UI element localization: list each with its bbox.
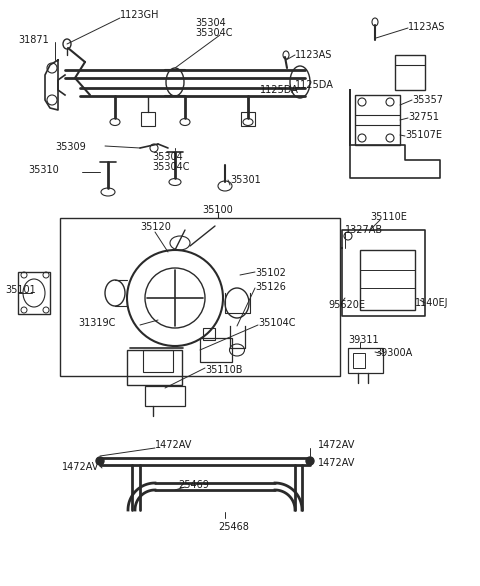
Circle shape bbox=[306, 457, 314, 465]
Text: 25468: 25468 bbox=[218, 522, 249, 532]
Bar bbox=[353, 353, 365, 368]
Bar bbox=[141, 112, 155, 126]
Text: 95620E: 95620E bbox=[328, 300, 365, 310]
Text: 1472AV: 1472AV bbox=[62, 462, 99, 472]
Text: 1123AS: 1123AS bbox=[408, 22, 445, 32]
Bar bbox=[348, 348, 383, 373]
Text: 1140EJ: 1140EJ bbox=[415, 298, 448, 308]
Bar bbox=[355, 95, 400, 145]
Text: 35101: 35101 bbox=[5, 285, 36, 295]
Text: 35102: 35102 bbox=[255, 268, 286, 278]
Text: 32751: 32751 bbox=[408, 112, 439, 122]
Text: 35100: 35100 bbox=[203, 205, 233, 215]
Text: 35301: 35301 bbox=[230, 175, 261, 185]
Text: 31319C: 31319C bbox=[78, 318, 115, 328]
Bar bbox=[127, 350, 182, 385]
Bar bbox=[203, 328, 215, 340]
Text: 35120: 35120 bbox=[140, 222, 171, 232]
Bar bbox=[395, 55, 425, 90]
Bar bbox=[200, 338, 232, 362]
Bar bbox=[18, 272, 50, 314]
Text: 35304C: 35304C bbox=[195, 28, 232, 38]
Text: 1125DA: 1125DA bbox=[260, 85, 299, 95]
Text: 35110B: 35110B bbox=[205, 365, 242, 375]
Text: 35309: 35309 bbox=[55, 142, 86, 152]
Text: 39311: 39311 bbox=[348, 335, 379, 345]
Text: 1327AB: 1327AB bbox=[345, 225, 383, 235]
Text: 35304: 35304 bbox=[152, 152, 183, 162]
Text: 35357: 35357 bbox=[412, 95, 443, 105]
Text: 1123AS: 1123AS bbox=[295, 50, 332, 60]
Text: 1472AV: 1472AV bbox=[155, 440, 192, 450]
Text: 39300A: 39300A bbox=[375, 348, 412, 358]
Bar bbox=[360, 250, 415, 310]
Text: 35110E: 35110E bbox=[370, 212, 407, 222]
Bar bbox=[145, 386, 185, 406]
Text: 35304: 35304 bbox=[195, 18, 226, 28]
Text: 35107E: 35107E bbox=[405, 130, 442, 140]
Text: 1472AV: 1472AV bbox=[318, 458, 355, 468]
Text: 1123GH: 1123GH bbox=[120, 10, 159, 20]
Text: 35310: 35310 bbox=[28, 165, 59, 175]
Text: 25469: 25469 bbox=[178, 480, 209, 490]
Text: 35104C: 35104C bbox=[258, 318, 296, 328]
Circle shape bbox=[96, 457, 104, 465]
Bar bbox=[60, 218, 340, 376]
Text: 1472AV: 1472AV bbox=[318, 440, 355, 450]
Text: 35304C: 35304C bbox=[152, 162, 190, 172]
Text: 1125DA: 1125DA bbox=[295, 80, 334, 90]
Bar bbox=[143, 350, 173, 372]
Text: 31871: 31871 bbox=[18, 35, 49, 45]
Bar bbox=[241, 112, 255, 126]
Text: 35126: 35126 bbox=[255, 282, 286, 292]
